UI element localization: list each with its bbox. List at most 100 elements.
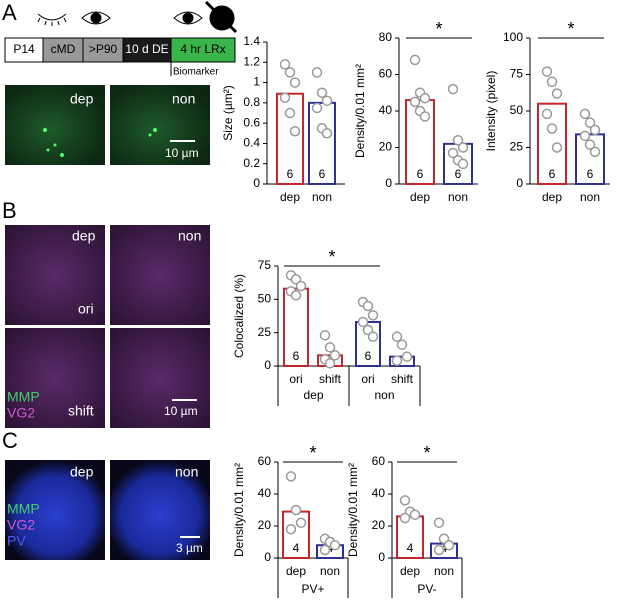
y-tick-label: 0.8 xyxy=(243,95,260,109)
y-tick-label: 0 xyxy=(385,176,392,190)
data-point xyxy=(324,358,336,369)
micrograph xyxy=(5,460,105,560)
micrograph xyxy=(110,225,210,325)
image-label: non xyxy=(175,464,198,480)
y-tick-label: 0 xyxy=(516,176,523,190)
y-tick-label: 20 xyxy=(258,518,272,532)
micrograph xyxy=(5,225,105,325)
y-tick-label: 0 xyxy=(264,358,271,372)
y-tick-label: 0 xyxy=(253,176,260,190)
scale-label: 10 µm xyxy=(164,404,198,418)
timeline-label: cMD xyxy=(51,42,76,56)
scale-label: 3 µm xyxy=(176,541,203,555)
x-tick-label: dep xyxy=(280,190,300,204)
x-tick-label: dep xyxy=(400,564,420,578)
micrograph xyxy=(110,328,210,428)
panel-letter: A xyxy=(2,0,17,25)
data-point xyxy=(419,92,431,104)
x-tick-label: shift xyxy=(319,372,342,386)
x-tick-label: ori xyxy=(361,372,374,386)
micrograph xyxy=(110,85,210,165)
data-point xyxy=(391,331,403,342)
data-point xyxy=(447,83,459,95)
y-tick-label: 60 xyxy=(258,454,272,468)
data-point xyxy=(279,59,291,70)
timeline: P14 cMD >P90 10 d DE 4 hr LRx Biomarker xyxy=(4,37,236,78)
data-point xyxy=(584,117,596,128)
y-tick-label: 1 xyxy=(253,75,260,89)
data-point xyxy=(321,128,333,139)
x-tick-label: dep xyxy=(286,564,306,578)
x-tick-label: dep xyxy=(542,190,562,204)
bar xyxy=(283,287,309,367)
significance-star: * xyxy=(423,443,430,463)
y-axis-label: Density/0.01 mm² xyxy=(232,463,246,557)
data-point xyxy=(391,355,403,366)
n-label: 4 xyxy=(293,541,300,555)
significance-star: * xyxy=(309,443,316,463)
y-tick-label: 50 xyxy=(258,292,272,306)
n-label: 6 xyxy=(293,349,300,363)
data-point xyxy=(285,523,297,535)
panel-letter: B xyxy=(2,198,17,223)
data-point xyxy=(457,142,469,153)
data-point xyxy=(579,108,591,120)
data-point xyxy=(589,146,601,158)
image-label: dep xyxy=(70,464,94,480)
n-label: 6 xyxy=(417,167,424,181)
y-axis-label: Size (µm²) xyxy=(221,85,235,141)
data-point xyxy=(541,66,553,77)
data-point xyxy=(546,123,558,134)
group-label: non xyxy=(374,388,394,402)
bar xyxy=(276,92,304,185)
y-tick-label: 0.4 xyxy=(243,136,260,150)
y-tick-label: 1.2 xyxy=(243,54,260,68)
stain-label: VG2 xyxy=(7,517,35,533)
y-tick-label: 50 xyxy=(510,103,524,117)
data-point xyxy=(551,88,563,99)
x-tick-label: shift xyxy=(391,372,414,386)
data-point xyxy=(452,134,464,146)
stain-label: PV xyxy=(7,533,26,549)
data-point xyxy=(584,139,596,150)
micrograph xyxy=(110,460,210,560)
data-point xyxy=(319,330,331,341)
timeline-label: 10 d DE xyxy=(125,42,168,56)
bar xyxy=(537,102,567,185)
timeline-label: 4 hr LRx xyxy=(180,42,225,56)
data-point xyxy=(433,544,445,556)
image-label: dep xyxy=(72,228,96,244)
data-point xyxy=(362,300,374,312)
stain-label: MMP xyxy=(7,501,40,517)
y-axis-label: Density/0.01 mm² xyxy=(353,64,367,158)
y-tick-label: 25 xyxy=(510,140,524,154)
y-tick-label: 20 xyxy=(379,140,393,154)
scale-label: 10 µm xyxy=(165,146,199,160)
data-point xyxy=(447,147,459,159)
significance-star: * xyxy=(567,19,574,39)
micrograph xyxy=(5,328,105,428)
n-label: 4 xyxy=(441,541,448,555)
y-tick-label: 0.2 xyxy=(243,156,260,170)
y-tick-label: 40 xyxy=(372,486,386,500)
y-tick-label: 0 xyxy=(378,550,385,564)
significance-star: * xyxy=(328,247,335,267)
y-tick-label: 40 xyxy=(258,486,272,500)
data-point xyxy=(290,504,302,516)
x-tick-label: non xyxy=(448,190,468,204)
data-point xyxy=(324,342,336,353)
y-tick-label: 60 xyxy=(379,67,393,81)
y-tick-label: 100 xyxy=(503,30,523,44)
x-axis-label: PV- xyxy=(417,582,436,596)
data-point xyxy=(367,310,379,321)
data-point xyxy=(316,87,328,98)
timeline-label: P14 xyxy=(13,42,35,56)
data-point xyxy=(311,67,323,78)
data-point xyxy=(409,54,421,66)
x-tick-label: non xyxy=(320,564,340,578)
data-point xyxy=(284,107,296,119)
x-tick-label: non xyxy=(580,190,600,204)
data-point xyxy=(357,316,369,328)
bar xyxy=(308,101,336,185)
data-point xyxy=(329,350,341,361)
